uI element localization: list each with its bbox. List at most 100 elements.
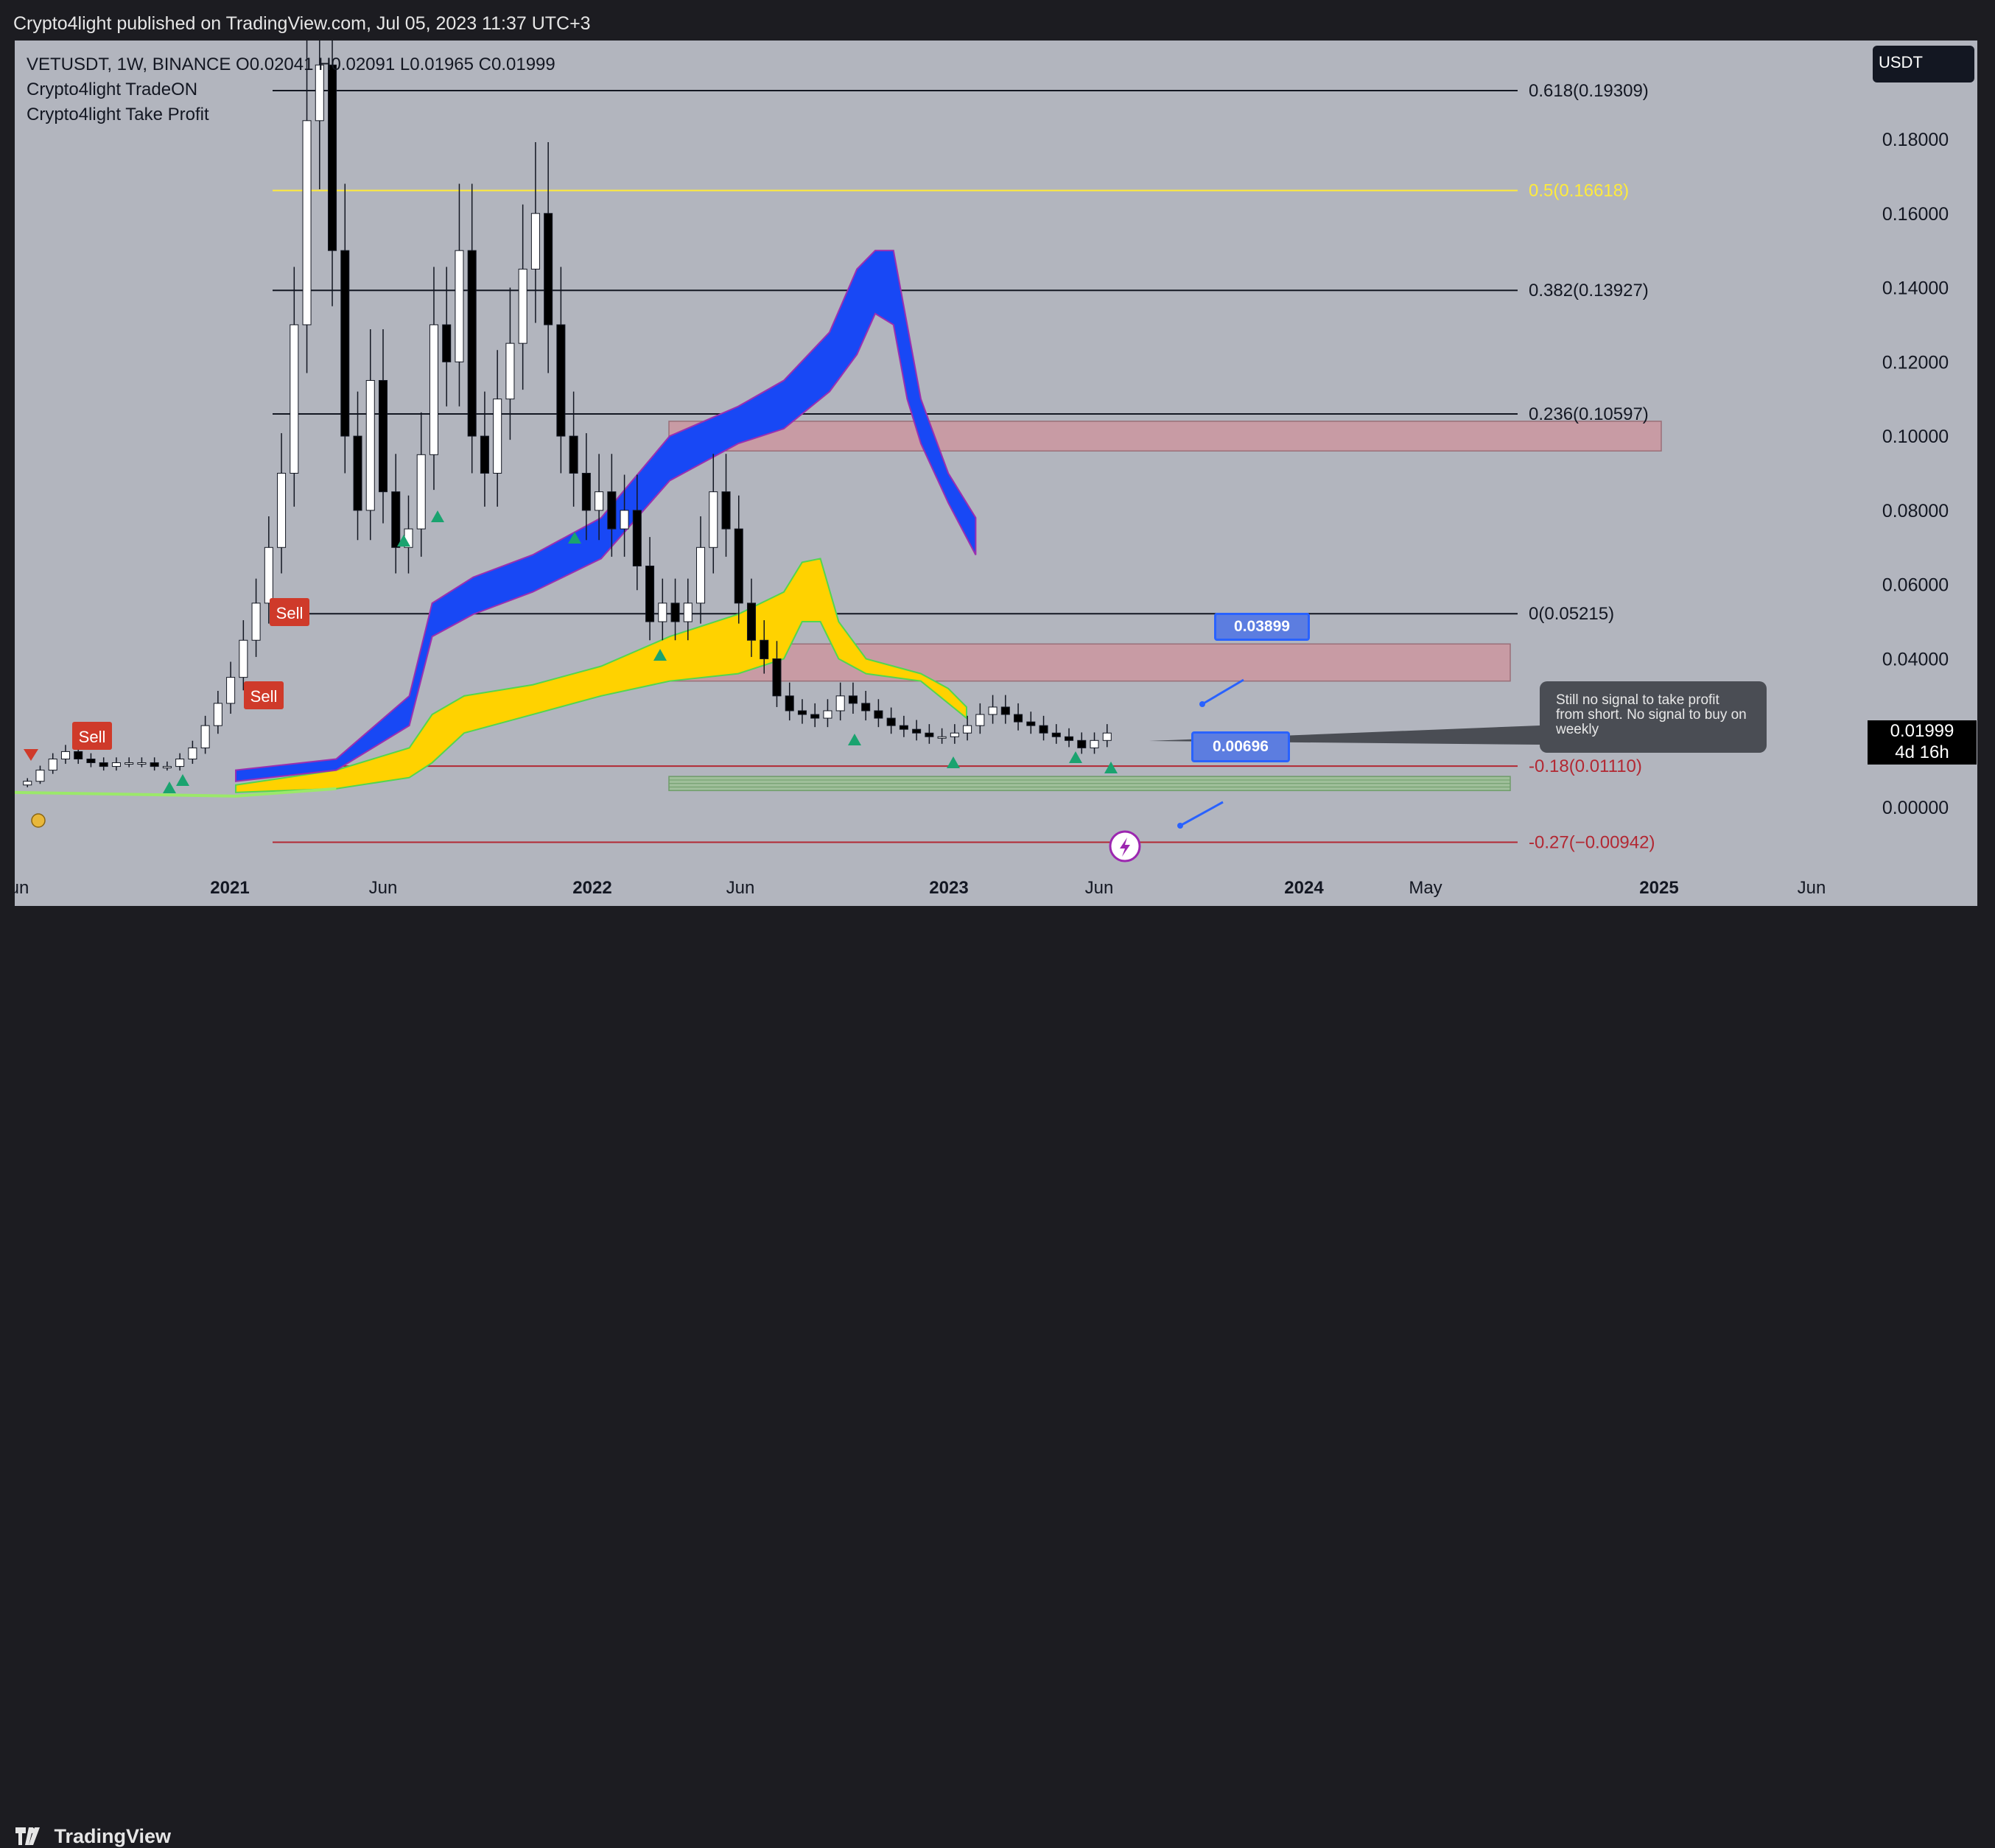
candle-body	[530, 213, 540, 270]
x-tick-label: May	[1409, 878, 1442, 898]
candle-body	[150, 762, 159, 767]
candle-body	[251, 602, 261, 641]
candle-body	[899, 725, 908, 730]
fib-level-label: 0.382(0.13927)	[1529, 281, 1649, 301]
buy-arrow-icon	[653, 649, 667, 661]
candle-body	[963, 725, 972, 734]
candle-body	[785, 695, 794, 712]
candle-body	[442, 324, 452, 362]
candle-body	[1000, 706, 1010, 715]
trend-band	[235, 250, 977, 782]
fib-level-label: 0.5(0.16618)	[1529, 181, 1629, 201]
candle-body	[670, 602, 680, 622]
fib-level-label: -0.27(−0.00942)	[1529, 832, 1655, 852]
take-profit-band-tail	[15, 787, 337, 798]
candle-body	[200, 725, 210, 748]
candle-body	[874, 710, 883, 719]
y-tick-label: 0.08000	[1882, 501, 1949, 521]
candle-body	[340, 250, 350, 437]
buy-arrow-icon	[848, 734, 861, 745]
candle-body	[1051, 732, 1061, 737]
price-chart[interactable]: 0.18000 0.16000 0.14000 0.12000 0.10000 0.080…	[15, 41, 1977, 906]
candle-body	[60, 751, 70, 759]
callout-target-lower[interactable]: 0.00696	[1191, 731, 1290, 762]
candle-body	[429, 324, 438, 455]
zone-lower-resistance	[668, 643, 1511, 682]
y-tick-label: 0.10000	[1882, 426, 1949, 447]
annotation-note[interactable]: Still no signal to take profit from shor…	[1540, 681, 1767, 753]
candle-body	[912, 728, 922, 734]
legend-indicator-tradeon[interactable]: Crypto4light TradeON	[27, 80, 198, 99]
footer: TradingView	[0, 906, 1995, 1847]
candle-body	[950, 732, 959, 737]
x-tick-label: Jun	[726, 878, 755, 898]
buy-arrow-icon	[947, 756, 960, 768]
candle-body	[581, 473, 591, 511]
candle-body	[1026, 721, 1036, 726]
buy-arrow-icon	[163, 781, 176, 793]
candle-body	[74, 751, 83, 759]
candle-body	[493, 398, 502, 474]
candle-body	[35, 770, 45, 782]
candle-body	[378, 380, 388, 493]
candle-body	[264, 547, 273, 604]
candle-body	[620, 510, 629, 530]
x-tick-label: 2021	[210, 878, 249, 898]
candle-body	[125, 762, 134, 765]
candle-body	[1077, 739, 1087, 748]
sell-signal-label: Sell	[250, 687, 278, 706]
legend-symbol-line: VETUSDT, 1W, BINANCE O0.02041 H0.02091 L…	[27, 55, 555, 74]
y-tick-label: 0.16000	[1882, 204, 1949, 225]
candle-body	[480, 435, 489, 474]
candle-body	[353, 435, 362, 511]
sell-signal-label: Sell	[276, 604, 304, 622]
fib-level-label: 0(0.05215)	[1529, 604, 1614, 624]
candle-body	[86, 758, 96, 764]
buy-arrow-icon	[176, 774, 189, 786]
candle-body	[277, 473, 287, 548]
sell-signal-box	[270, 598, 309, 626]
callout-pointer	[1202, 678, 1244, 706]
callout-target-upper[interactable]: 0.03899	[1214, 613, 1310, 641]
candle-body	[391, 491, 401, 548]
sell-signal-label: Sell	[79, 728, 106, 746]
zone-upper-resistance	[668, 421, 1662, 452]
x-tick-label: Jun	[1798, 878, 1826, 898]
tradingview-logo[interactable]: TradingView	[15, 1825, 171, 1848]
candle-body	[239, 639, 248, 678]
candle-body	[556, 324, 566, 437]
callout-pointer	[1179, 801, 1224, 827]
candle-body	[518, 268, 527, 344]
candle-body	[645, 565, 655, 622]
candle-body	[848, 695, 858, 704]
candle-body	[975, 714, 985, 726]
chart-area[interactable]: 0.18000 0.16000 0.14000 0.12000 0.10000 0.080…	[15, 41, 1977, 906]
take-profit-band	[235, 558, 967, 793]
candle-body	[137, 762, 147, 765]
sell-signal-box	[244, 681, 284, 709]
last-price-value: 0.01999	[1890, 721, 1954, 741]
callout-anchor	[1199, 701, 1205, 707]
x-tick-label: Jun	[369, 878, 398, 898]
currency-button[interactable]: USDT	[1873, 46, 1974, 82]
candle-body	[1102, 732, 1112, 741]
x-tick-label: Jun	[15, 878, 29, 898]
published-info: Crypto4light published on TradingView.co…	[13, 13, 591, 34]
legend-indicator-take-profit[interactable]: Crypto4light Take Profit	[27, 105, 209, 124]
lightning-bolt	[1120, 837, 1130, 857]
money-bag-icon	[31, 813, 46, 828]
candle-body	[162, 766, 172, 769]
candle-body	[632, 510, 642, 566]
candle-body	[226, 677, 236, 704]
y-tick-label: 0.04000	[1882, 649, 1949, 670]
candle-body	[709, 491, 718, 548]
candle-body	[416, 454, 426, 530]
candle-body	[23, 781, 32, 786]
candle-body	[48, 758, 57, 771]
candle-body	[886, 717, 896, 726]
candle-body	[315, 64, 324, 122]
candle-body	[1090, 739, 1099, 748]
bar-countdown: 4d 16h	[1895, 742, 1949, 762]
candle-body	[99, 762, 108, 767]
x-tick-label: Jun	[1085, 878, 1114, 898]
